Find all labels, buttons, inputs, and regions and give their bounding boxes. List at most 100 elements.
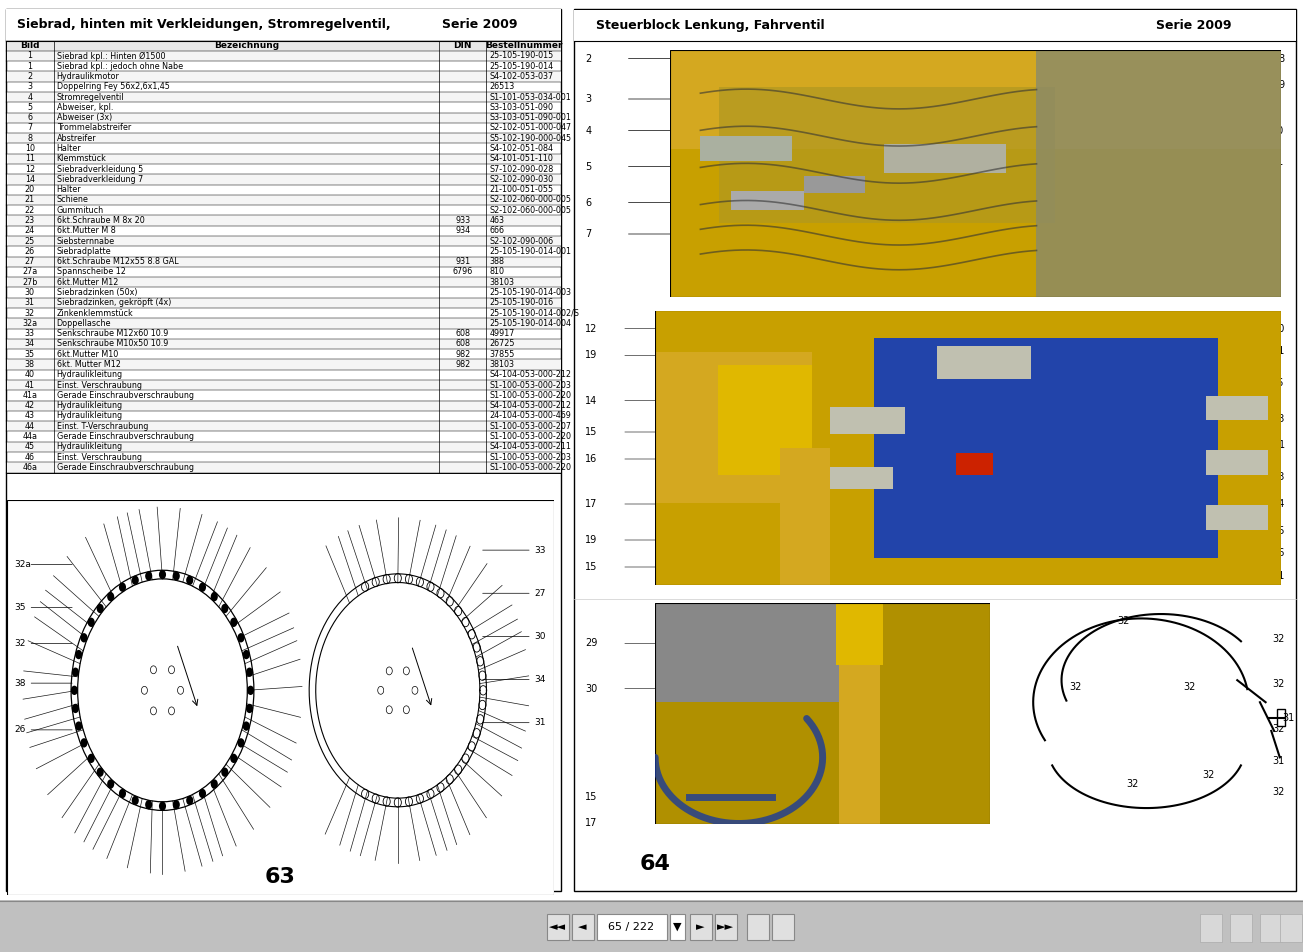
Text: 933: 933	[455, 216, 470, 225]
Text: 19: 19	[585, 350, 598, 361]
Bar	[1200, 914, 1222, 942]
Text: 33: 33	[25, 329, 35, 338]
Circle shape	[96, 767, 104, 777]
Text: 21: 21	[25, 195, 35, 205]
Text: 32: 32	[1118, 616, 1130, 625]
Bar	[771, 914, 794, 940]
Text: Spannscheibe 12: Spannscheibe 12	[57, 268, 125, 276]
Text: 32: 32	[1203, 770, 1216, 780]
Text: Bild: Bild	[20, 41, 39, 50]
Text: S1-101-053-034-001: S1-101-053-034-001	[489, 92, 571, 102]
Text: S1-100-053-000-203: S1-100-053-000-203	[489, 381, 571, 389]
Circle shape	[248, 685, 254, 695]
Circle shape	[211, 780, 218, 788]
Text: 6: 6	[585, 197, 592, 208]
Text: ◄: ◄	[579, 922, 586, 932]
Circle shape	[173, 800, 180, 809]
Bar	[1205, 396, 1268, 420]
Text: 25-105-190-015: 25-105-190-015	[489, 51, 554, 60]
Text: 10: 10	[25, 144, 35, 153]
Text: 463: 463	[489, 216, 504, 225]
Text: 31: 31	[25, 298, 35, 307]
Text: 24: 24	[25, 227, 35, 235]
Text: ◄◄: ◄◄	[549, 922, 566, 932]
Text: 20: 20	[25, 185, 35, 194]
Bar	[689, 914, 711, 940]
Text: 12: 12	[25, 165, 35, 173]
Text: 15: 15	[585, 562, 598, 572]
Text: 31: 31	[1272, 756, 1285, 765]
Text: Hydraulikleitung: Hydraulikleitung	[57, 401, 122, 410]
Text: 8: 8	[27, 133, 33, 143]
Bar	[837, 603, 883, 664]
Text: Hydraulikleitung: Hydraulikleitung	[57, 411, 122, 421]
Circle shape	[246, 704, 253, 713]
Circle shape	[70, 685, 78, 695]
Circle shape	[72, 704, 79, 713]
Bar	[655, 351, 812, 503]
Text: 3: 3	[585, 94, 592, 104]
Circle shape	[384, 673, 410, 707]
Text: 26: 26	[14, 725, 26, 734]
Text: Doppelring Fey 56x2,6x1,45: Doppelring Fey 56x2,6x1,45	[57, 82, 169, 91]
Text: 982: 982	[455, 349, 470, 359]
Circle shape	[107, 780, 115, 788]
Text: 23: 23	[25, 216, 35, 225]
Text: 17: 17	[585, 819, 598, 828]
Text: Serie 2009: Serie 2009	[1156, 19, 1231, 31]
Text: 22: 22	[25, 206, 35, 215]
Text: 35: 35	[25, 349, 35, 359]
Text: 5: 5	[27, 103, 33, 111]
Text: 3: 3	[27, 82, 33, 91]
Circle shape	[242, 722, 250, 731]
Text: Gummituch: Gummituch	[57, 206, 104, 215]
Text: Klemmstück: Klemmstück	[57, 154, 107, 164]
Text: 46: 46	[25, 452, 35, 462]
Circle shape	[119, 583, 126, 592]
Text: S2-102-060-000-005: S2-102-060-000-005	[489, 206, 571, 215]
Bar	[718, 366, 812, 475]
Bar	[5, 112, 562, 123]
Text: 608: 608	[455, 329, 470, 338]
Text: 16: 16	[1272, 378, 1285, 387]
Circle shape	[72, 667, 79, 677]
Text: Bestellnummer: Bestellnummer	[485, 41, 563, 50]
Text: 6kt.Mutter M 8: 6kt.Mutter M 8	[57, 227, 116, 235]
Text: 34: 34	[534, 675, 546, 684]
Text: 1: 1	[1278, 441, 1285, 450]
Text: 15: 15	[585, 427, 598, 437]
Text: 9: 9	[1278, 81, 1285, 90]
Bar	[546, 914, 568, 940]
Text: 7: 7	[27, 124, 33, 132]
Circle shape	[87, 754, 95, 764]
Text: DIN: DIN	[453, 41, 472, 50]
Text: 4: 4	[27, 92, 33, 102]
Circle shape	[173, 571, 180, 581]
Text: 23: 23	[1272, 472, 1285, 482]
Bar	[5, 421, 562, 431]
Text: ▼: ▼	[672, 922, 681, 932]
Bar	[655, 603, 873, 703]
Text: Siebrad kpl.: Hinten Ø1500: Siebrad kpl.: Hinten Ø1500	[57, 51, 165, 61]
Text: S4-102-051-084: S4-102-051-084	[489, 144, 554, 153]
Text: 32: 32	[1272, 724, 1285, 734]
Circle shape	[237, 633, 245, 643]
Text: 35: 35	[14, 604, 26, 612]
Circle shape	[186, 796, 193, 805]
Text: S4-102-053-037: S4-102-053-037	[489, 72, 554, 81]
Text: 11: 11	[25, 154, 35, 164]
Text: 17: 17	[585, 499, 598, 509]
Text: 49917: 49917	[489, 329, 515, 338]
Circle shape	[199, 789, 206, 798]
Text: Siebradplatte: Siebradplatte	[57, 247, 111, 256]
Text: 6kt. Mutter M12: 6kt. Mutter M12	[57, 360, 121, 369]
Text: Gerade Einschraubverschraubung: Gerade Einschraubverschraubung	[57, 463, 194, 472]
Text: Abstreifer: Abstreifer	[57, 133, 96, 143]
Text: Trommelabstreifer: Trommelabstreifer	[57, 124, 130, 132]
Text: 38: 38	[25, 360, 35, 369]
Text: 30: 30	[585, 684, 598, 693]
Bar	[5, 401, 562, 410]
Text: Hydraulikleitung: Hydraulikleitung	[57, 370, 122, 379]
Bar	[5, 92, 562, 102]
Text: 2: 2	[27, 72, 33, 81]
